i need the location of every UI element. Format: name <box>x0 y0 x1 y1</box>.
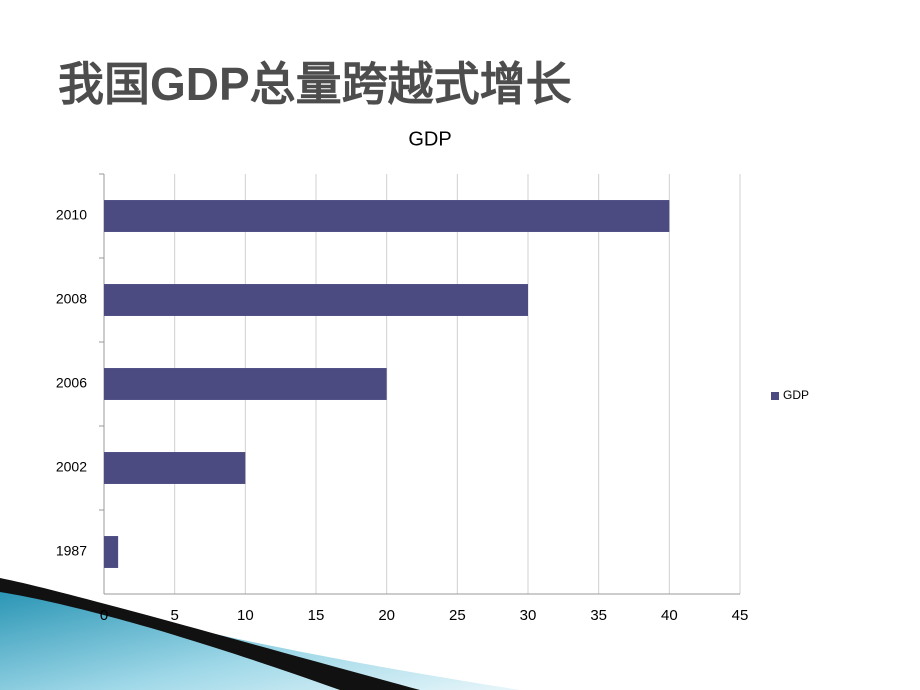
y-tick-label: 2006 <box>56 375 87 391</box>
slide-title: 我国GDP总量跨越式增长 <box>58 58 572 110</box>
y-tick-label: 2002 <box>56 459 87 475</box>
y-tick-label: 2008 <box>56 291 87 307</box>
decoration-wave <box>0 580 520 690</box>
x-tick-label: 25 <box>449 607 466 624</box>
x-tick-label: 45 <box>732 607 749 624</box>
bar <box>104 284 528 316</box>
x-tick-label: 20 <box>378 607 395 624</box>
decoration-stripe <box>0 578 420 690</box>
x-tick-label: 40 <box>661 607 678 624</box>
legend-label: GDP <box>783 388 809 402</box>
x-tick-label: 0 <box>100 607 108 624</box>
bar <box>104 200 670 232</box>
bar <box>104 368 387 400</box>
x-tick-label: 30 <box>520 607 537 624</box>
x-tick-label: 10 <box>237 607 254 624</box>
bar <box>104 536 119 568</box>
y-tick-label: 1987 <box>56 543 87 559</box>
legend-swatch <box>771 392 779 400</box>
x-tick-label: 35 <box>590 607 607 624</box>
bar <box>104 452 246 484</box>
x-tick-label: 15 <box>308 607 325 624</box>
y-tick-label: 2010 <box>56 207 87 223</box>
x-tick-label: 5 <box>170 607 178 624</box>
chart-title: GDP <box>408 128 451 150</box>
